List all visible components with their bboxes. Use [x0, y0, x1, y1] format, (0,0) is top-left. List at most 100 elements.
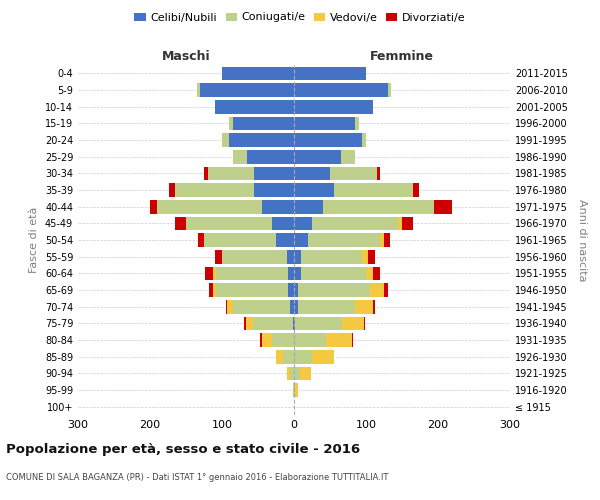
- Bar: [294, 150, 341, 164]
- Bar: [413, 183, 419, 197]
- Bar: [197, 83, 200, 97]
- Bar: [355, 116, 359, 130]
- Bar: [208, 166, 254, 180]
- Bar: [294, 316, 295, 330]
- Bar: [301, 266, 366, 280]
- Bar: [272, 216, 294, 230]
- Bar: [434, 200, 452, 213]
- Bar: [398, 216, 402, 230]
- Bar: [294, 66, 366, 80]
- Bar: [294, 83, 388, 97]
- Bar: [294, 366, 300, 380]
- Bar: [293, 383, 294, 397]
- Y-axis label: Anni di nascita: Anni di nascita: [577, 198, 587, 281]
- Bar: [262, 200, 294, 213]
- Bar: [384, 283, 388, 297]
- Bar: [222, 133, 229, 147]
- Bar: [276, 350, 283, 364]
- Bar: [204, 233, 276, 247]
- Bar: [388, 83, 391, 97]
- Bar: [212, 283, 216, 297]
- Bar: [262, 333, 272, 347]
- Bar: [402, 216, 413, 230]
- Bar: [254, 183, 294, 197]
- Y-axis label: Fasce di età: Fasce di età: [29, 207, 39, 273]
- Bar: [294, 116, 355, 130]
- Bar: [247, 150, 294, 164]
- Bar: [312, 216, 398, 230]
- Bar: [233, 150, 247, 164]
- Bar: [226, 300, 227, 314]
- Bar: [294, 216, 312, 230]
- Bar: [294, 266, 301, 280]
- Bar: [212, 266, 216, 280]
- Text: COMUNE DI SALA BAGANZA (PR) - Dati ISTAT 1° gennaio 2016 - Elaborazione TUTTITAL: COMUNE DI SALA BAGANZA (PR) - Dati ISTAT…: [6, 472, 388, 482]
- Bar: [272, 333, 294, 347]
- Bar: [283, 350, 294, 364]
- Bar: [380, 233, 384, 247]
- Bar: [209, 283, 212, 297]
- Bar: [342, 316, 364, 330]
- Bar: [287, 250, 294, 264]
- Bar: [169, 183, 175, 197]
- Bar: [364, 316, 365, 330]
- Bar: [294, 383, 295, 397]
- Bar: [246, 316, 253, 330]
- Bar: [204, 166, 208, 180]
- Bar: [366, 266, 373, 280]
- Bar: [294, 200, 323, 213]
- Bar: [253, 316, 293, 330]
- Bar: [377, 166, 380, 180]
- Bar: [293, 316, 294, 330]
- Text: Femmine: Femmine: [370, 50, 434, 62]
- Bar: [198, 233, 204, 247]
- Bar: [326, 333, 352, 347]
- Text: Popolazione per età, sesso e stato civile - 2016: Popolazione per età, sesso e stato civil…: [6, 442, 360, 456]
- Bar: [323, 200, 434, 213]
- Bar: [222, 66, 294, 80]
- Bar: [294, 283, 298, 297]
- Bar: [373, 300, 374, 314]
- Bar: [290, 366, 294, 380]
- Bar: [215, 100, 294, 114]
- Bar: [294, 300, 298, 314]
- Bar: [295, 316, 342, 330]
- Bar: [312, 350, 334, 364]
- Bar: [227, 300, 233, 314]
- Bar: [298, 300, 355, 314]
- Bar: [294, 350, 312, 364]
- Bar: [295, 383, 298, 397]
- Bar: [233, 116, 294, 130]
- Bar: [341, 150, 355, 164]
- Bar: [294, 183, 334, 197]
- Bar: [244, 316, 246, 330]
- Bar: [308, 233, 380, 247]
- Bar: [233, 300, 290, 314]
- Bar: [300, 366, 311, 380]
- Bar: [229, 116, 233, 130]
- Bar: [294, 166, 330, 180]
- Bar: [276, 233, 294, 247]
- Bar: [288, 266, 294, 280]
- Bar: [352, 333, 353, 347]
- Bar: [370, 283, 384, 297]
- Bar: [288, 283, 294, 297]
- Bar: [334, 183, 413, 197]
- Bar: [157, 200, 262, 213]
- Bar: [287, 366, 290, 380]
- Bar: [330, 166, 377, 180]
- Bar: [373, 266, 380, 280]
- Bar: [216, 266, 288, 280]
- Bar: [294, 250, 301, 264]
- Bar: [294, 333, 326, 347]
- Bar: [150, 200, 157, 213]
- Bar: [355, 300, 373, 314]
- Bar: [186, 216, 272, 230]
- Bar: [294, 233, 308, 247]
- Bar: [384, 233, 390, 247]
- Text: Maschi: Maschi: [161, 50, 211, 62]
- Bar: [205, 266, 212, 280]
- Bar: [216, 283, 288, 297]
- Bar: [175, 183, 254, 197]
- Bar: [229, 133, 294, 147]
